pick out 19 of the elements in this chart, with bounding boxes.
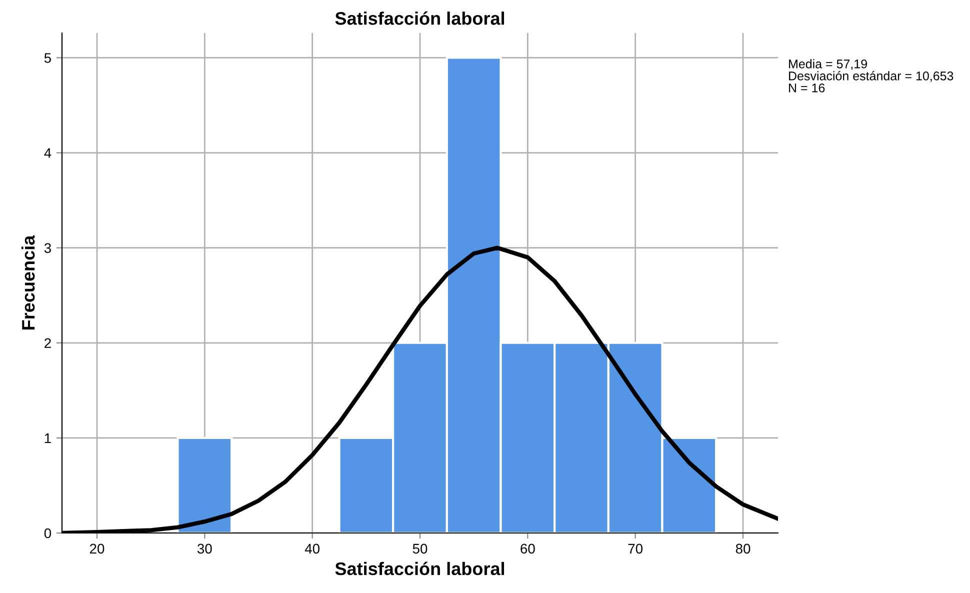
text: Desviación estándar = 10,653 [789,71,954,82]
x-tick-label: 50 [412,544,428,554]
x-tick-label: 40 [304,544,320,554]
chart-title: Satisfacción laboral [335,11,504,25]
y-axis-title: Frecuencia [21,235,35,330]
x-tick-label: 60 [520,544,535,554]
y-tick-label: 2 [44,338,51,348]
text: N = 16 [789,84,825,92]
y-tick-label: 4 [44,148,52,158]
x-tick-label: 70 [628,544,643,554]
x-axis-title: Satisfacción laboral [335,562,504,576]
text: Media = 57,19 [789,59,867,70]
x-tick-label: 20 [90,544,104,554]
x-tick-label: 80 [736,544,750,554]
x-tick-label: 30 [197,544,212,554]
y-tick-label: 1 [44,433,51,443]
y-tick-label: 5 [44,53,51,63]
y-tick-label: 0 [44,528,52,538]
y-tick-label: 3 [44,243,51,253]
